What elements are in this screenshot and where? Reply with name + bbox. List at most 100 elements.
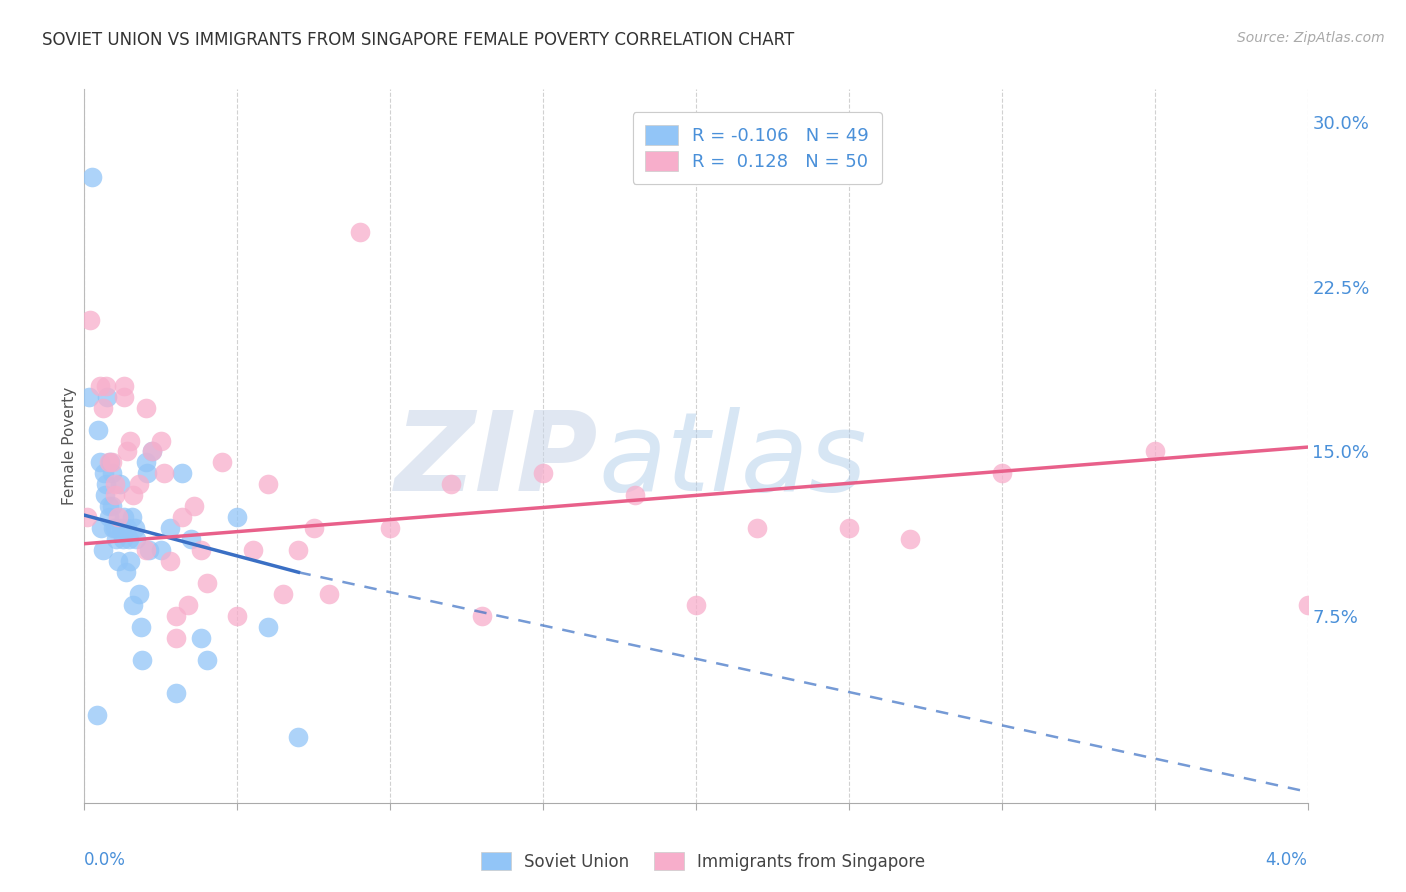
Point [101, 467, 124, 481]
Point [159, 521, 181, 535]
Point [107, 510, 129, 524]
Point [76, 510, 98, 524]
Point [159, 554, 181, 568]
Point [153, 467, 176, 481]
Point [141, 444, 163, 458]
Point [271, 587, 294, 601]
Point [97, 455, 120, 469]
Point [112, 378, 135, 392]
Point [165, 686, 187, 700]
Point [79, 312, 101, 326]
Point [136, 467, 159, 481]
Point [211, 455, 233, 469]
Point [87, 423, 110, 437]
Point [131, 653, 153, 667]
Point [141, 444, 163, 458]
Point [257, 477, 280, 491]
Legend: Soviet Union, Immigrants from Singapore: Soviet Union, Immigrants from Singapore [472, 844, 934, 880]
Point [110, 521, 132, 535]
Point [89, 378, 111, 392]
Legend: R = -0.106   N = 49, R =  0.128   N = 50: R = -0.106 N = 49, R = 0.128 N = 50 [633, 112, 882, 184]
Point [747, 521, 769, 535]
Point [138, 543, 160, 558]
Text: SOVIET UNION VS IMMIGRANTS FROM SINGAPORE FEMALE POVERTY CORRELATION CHART: SOVIET UNION VS IMMIGRANTS FROM SINGAPOR… [42, 31, 794, 49]
Point [838, 521, 860, 535]
Point [80, 169, 103, 184]
Point [1143, 444, 1166, 458]
Point [94, 477, 117, 491]
Point [149, 543, 172, 558]
Point [287, 730, 309, 744]
Point [94, 378, 117, 392]
Point [180, 533, 202, 547]
Point [129, 620, 152, 634]
Point [471, 609, 494, 624]
Point [115, 444, 138, 458]
Point [121, 510, 143, 524]
Point [318, 587, 340, 601]
Point [128, 477, 150, 491]
Point [226, 609, 249, 624]
Point [107, 554, 129, 568]
Point [302, 521, 325, 535]
Point [135, 401, 157, 415]
Point [105, 533, 128, 547]
Text: 4.0%: 4.0% [1265, 851, 1308, 869]
Point [103, 521, 125, 535]
Point [96, 390, 118, 404]
Point [112, 390, 135, 404]
Point [120, 554, 142, 568]
Point [89, 455, 111, 469]
Point [172, 510, 194, 524]
Point [91, 543, 114, 558]
Point [624, 488, 647, 502]
Point [112, 510, 135, 524]
Point [257, 620, 280, 634]
Point [195, 576, 218, 591]
Point [124, 521, 146, 535]
Point [991, 467, 1014, 481]
Point [97, 500, 120, 514]
Point [98, 455, 121, 469]
Point [86, 708, 108, 723]
Point [128, 587, 150, 601]
Point [104, 477, 127, 491]
Point [101, 500, 124, 514]
Text: 0.0%: 0.0% [84, 851, 127, 869]
Point [685, 598, 707, 612]
Point [94, 488, 117, 502]
Point [195, 653, 218, 667]
Point [115, 521, 138, 535]
Point [287, 543, 309, 558]
Point [93, 467, 115, 481]
Point [104, 488, 127, 502]
Point [349, 225, 371, 239]
Point [226, 510, 249, 524]
Point [120, 434, 142, 448]
Point [135, 455, 157, 469]
Point [531, 467, 554, 481]
Point [98, 510, 121, 524]
Point [172, 467, 194, 481]
Point [114, 566, 136, 580]
Point [1296, 598, 1319, 612]
Point [440, 477, 463, 491]
Point [118, 533, 141, 547]
Point [135, 543, 157, 558]
Text: Source: ZipAtlas.com: Source: ZipAtlas.com [1237, 31, 1385, 45]
Point [90, 521, 112, 535]
Text: atlas: atlas [598, 407, 866, 514]
Point [165, 631, 187, 645]
Point [108, 477, 131, 491]
Point [91, 401, 114, 415]
Point [177, 598, 200, 612]
Text: ZIP: ZIP [395, 407, 598, 514]
Point [122, 598, 145, 612]
Point [125, 533, 148, 547]
Point [165, 609, 187, 624]
Point [122, 488, 145, 502]
Point [77, 390, 100, 404]
Y-axis label: Female Poverty: Female Poverty [62, 387, 77, 505]
Point [104, 521, 127, 535]
Point [190, 631, 212, 645]
